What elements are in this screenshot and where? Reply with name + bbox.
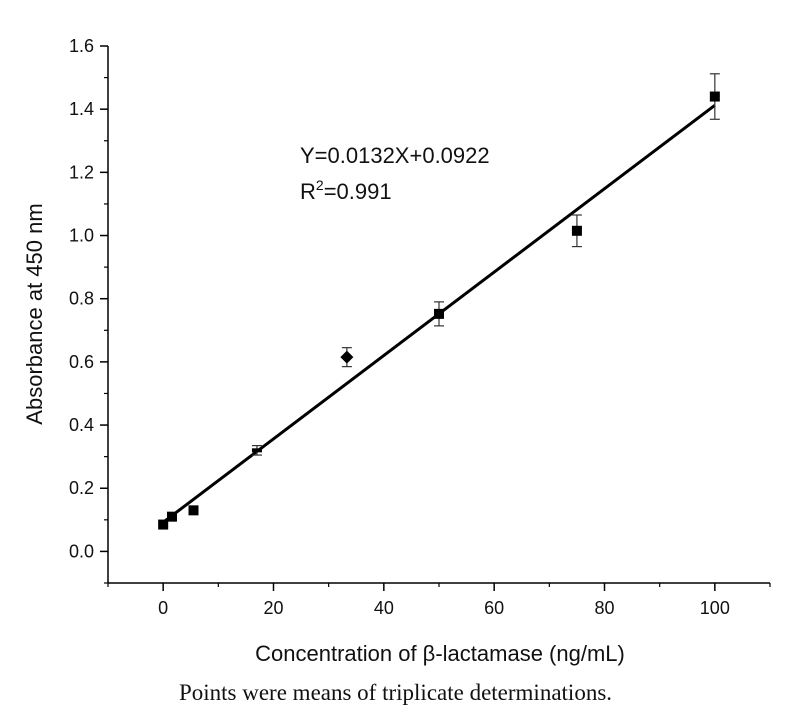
- data-point-diamond: [340, 350, 354, 364]
- fit-equation-label: Y=0.0132X+0.0922: [300, 143, 490, 168]
- x-tick-label: 100: [700, 598, 730, 618]
- y-tick-label: 0.0: [69, 541, 94, 561]
- data-points: [158, 91, 720, 530]
- axes: [100, 45, 771, 591]
- figure-caption: Points were means of triplicate determin…: [178, 680, 613, 705]
- data-point-dash: [251, 448, 262, 453]
- y-tick-label: 1.2: [69, 162, 94, 182]
- x-tick-label: 80: [594, 598, 614, 618]
- r-squared-superscript: 2: [316, 177, 324, 193]
- data-point-square: [188, 505, 199, 516]
- y-tick-label: 1.0: [69, 226, 94, 246]
- data-point-square: [709, 91, 720, 102]
- y-tick-label: 0.2: [69, 478, 94, 498]
- y-tick-label: 0.8: [69, 289, 94, 309]
- calibration-chart: 0.00.20.40.60.81.01.21.41.60 20 40 60 80 100 …: [22, 36, 771, 666]
- y-tick-label: 1.6: [69, 36, 94, 56]
- data-point-square: [571, 225, 582, 236]
- data-point-square: [158, 519, 169, 530]
- x-tick-label: 20: [263, 598, 283, 618]
- y-axis-title: Absorbance at 450 nm: [22, 203, 47, 424]
- y-tick-label: 1.4: [69, 99, 94, 119]
- x-axis-title: Concentration of β-lactamase (ng/mL): [255, 641, 625, 666]
- data-point-square: [434, 308, 444, 319]
- y-tick-label: 0.4: [69, 415, 94, 435]
- r-squared-value: =0.991: [324, 179, 392, 204]
- y-tick-label: 0.6: [69, 352, 94, 372]
- x-tick-label: 0: [158, 598, 168, 618]
- tick-labels: 0.0 0.2 0.4 0.6 0.8 1.0 1.2 1.4 1.6 0 20 40 60 80 100: [69, 36, 730, 618]
- x-tick-label: 40: [374, 598, 394, 618]
- error-bars: [158, 73, 720, 527]
- r-squared-label: R2=0.991: [300, 177, 392, 204]
- x-tick-label: 60: [484, 598, 504, 618]
- data-point-square: [166, 511, 177, 522]
- r-squared-prefix: R: [300, 179, 316, 204]
